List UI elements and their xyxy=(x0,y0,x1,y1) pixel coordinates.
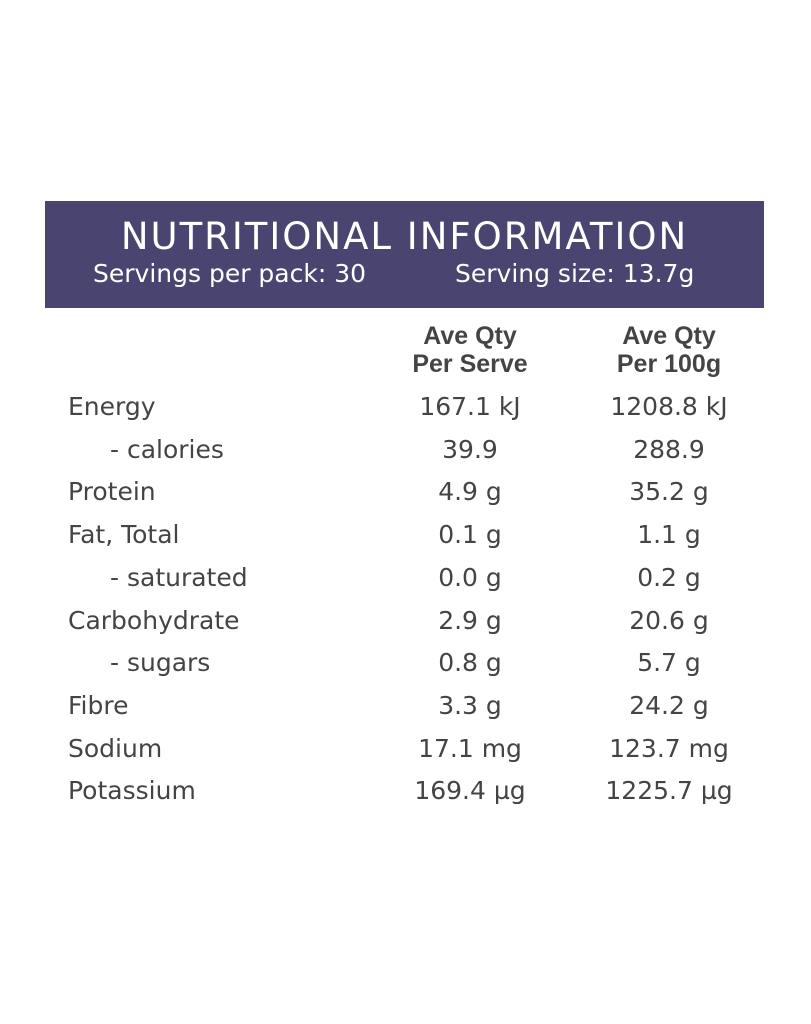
table-row: Fibre 3.3 g 24.2 g xyxy=(0,691,811,731)
column-header-line: Ave Qty xyxy=(622,322,716,350)
per-serve-value: 169.4 µg xyxy=(414,776,526,806)
per-100g-value: 288.9 xyxy=(633,434,705,464)
column-header-line: Per 100g xyxy=(616,350,722,378)
column-header-per-100g: Ave Qty Per 100g xyxy=(569,322,769,378)
serving-size: Serving size: 13.7g xyxy=(455,259,695,288)
servings-per-pack: Servings per pack: 30 xyxy=(93,259,367,288)
per-serve-value: 17.1 mg xyxy=(418,733,522,763)
table-row: Energy 167.1 kJ 1208.8 kJ xyxy=(0,392,811,432)
table-row: Fat, Total 0.1 g 1.1 g xyxy=(0,520,811,560)
column-header-line: Per Serve xyxy=(412,350,528,378)
per-100g-value: 0.2 g xyxy=(637,562,701,592)
per-100g-value: 20.6 g xyxy=(629,605,709,635)
nutrient-label: Potassium xyxy=(68,776,196,806)
per-100g-value: 1225.7 µg xyxy=(605,776,733,806)
nutrient-label: Fat, Total xyxy=(68,520,180,550)
table-row: - calories 39.9 288.9 xyxy=(0,435,811,475)
nutrient-label: Energy xyxy=(68,392,156,421)
table-row: Carbohydrate 2.9 g 20.6 g xyxy=(0,606,811,646)
column-header-per-serve: Ave Qty Per Serve xyxy=(370,322,570,378)
per-100g-value: 5.7 g xyxy=(637,648,701,678)
header-banner: NUTRITIONAL INFORMATION Servings per pac… xyxy=(45,201,764,308)
table-row: Sodium 17.1 mg 123.7 mg xyxy=(0,734,811,774)
per-serve-value: 2.9 g xyxy=(438,605,502,635)
per-100g-value: 1.1 g xyxy=(637,520,701,550)
per-serve-value: 0.0 g xyxy=(438,562,502,592)
per-100g-value: 123.7 mg xyxy=(609,733,729,763)
per-serve-value: 39.9 xyxy=(442,434,498,464)
per-serve-value: 3.3 g xyxy=(438,690,502,720)
per-serve-value: 0.8 g xyxy=(438,648,502,678)
panel-title: NUTRITIONAL INFORMATION xyxy=(120,215,689,258)
per-serve-value: 4.9 g xyxy=(438,477,502,507)
per-100g-value: 35.2 g xyxy=(629,477,709,507)
table-row: - sugars 0.8 g 5.7 g xyxy=(0,648,811,688)
nutrient-label: - saturated xyxy=(110,562,248,592)
table-row: Protein 4.9 g 35.2 g xyxy=(0,477,811,517)
column-header-line: Ave Qty xyxy=(423,322,517,350)
per-100g-value: 1208.8 kJ xyxy=(610,392,728,421)
per-serve-value: 0.1 g xyxy=(438,520,502,550)
nutrient-label: Carbohydrate xyxy=(68,605,240,635)
nutrient-label: - sugars xyxy=(110,648,211,678)
nutrient-label: Sodium xyxy=(68,733,163,763)
table-row: - saturated 0.0 g 0.2 g xyxy=(0,563,811,603)
table-row: Potassium 169.4 µg 1225.7 µg xyxy=(0,776,811,816)
nutrient-label: Protein xyxy=(68,477,156,507)
per-100g-value: 24.2 g xyxy=(629,690,709,720)
nutrient-label: Fibre xyxy=(68,690,129,720)
per-serve-value: 167.1 kJ xyxy=(419,392,521,421)
nutrient-label: - calories xyxy=(110,434,224,464)
